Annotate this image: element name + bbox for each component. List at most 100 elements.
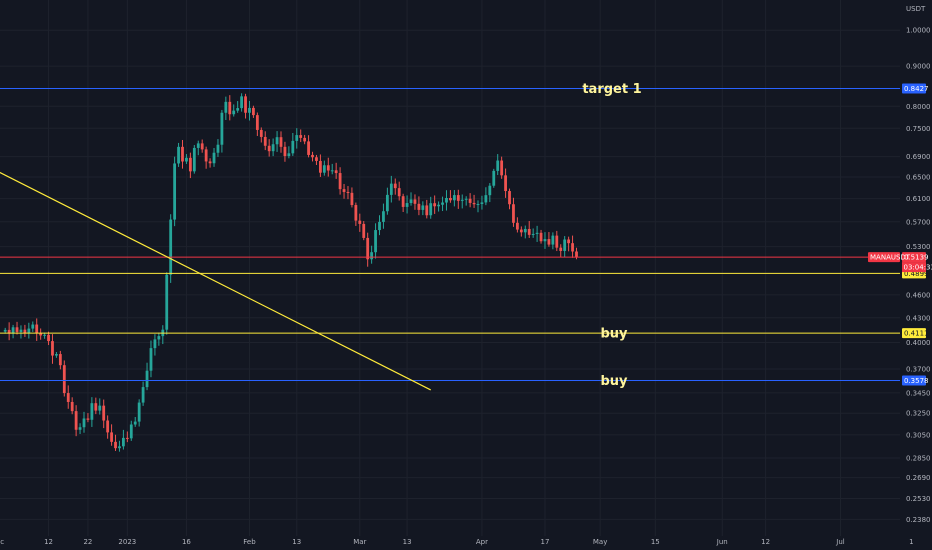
x-tick-label[interactable]: 22	[83, 538, 92, 546]
candle-body	[311, 154, 314, 158]
candle-body	[157, 336, 161, 340]
candle-body	[366, 237, 370, 260]
symbol-tag-label: MANAUSDT	[870, 254, 911, 262]
candle-body	[283, 146, 287, 157]
candle-body	[173, 163, 177, 220]
candle-body	[472, 202, 476, 205]
line-annotation: buy	[600, 327, 628, 342]
candle-body	[252, 107, 255, 116]
candle-body	[236, 108, 240, 111]
x-tick-label[interactable]: 13	[292, 538, 301, 546]
candle-body	[437, 204, 440, 207]
candle-body	[519, 229, 523, 233]
currency-label: USDT	[906, 5, 926, 13]
y-tick-label: 0.3250	[906, 410, 931, 418]
candle-body	[378, 221, 381, 231]
candle-body	[70, 401, 74, 412]
candle-body	[204, 149, 208, 162]
candle-body	[110, 432, 113, 442]
candle-body	[350, 192, 354, 206]
candle-body	[571, 243, 574, 252]
candle-body	[78, 427, 82, 430]
x-tick-label[interactable]: Jun	[716, 538, 728, 546]
countdown-tag	[902, 262, 926, 273]
candle-body	[11, 327, 15, 334]
trendline-group[interactable]	[0, 169, 431, 391]
y-tick-label: 0.6900	[906, 153, 931, 161]
candle-body	[555, 235, 559, 248]
candle-body	[118, 446, 121, 449]
candle-body	[177, 146, 180, 164]
x-tick-label[interactable]: 2023	[118, 538, 136, 546]
candle-body	[244, 96, 247, 113]
candle-body	[405, 203, 409, 207]
horizontal-lines[interactable]: target 1 buy buy	[0, 82, 900, 389]
candle-body	[460, 199, 464, 201]
x-tick-label[interactable]: Feb	[243, 538, 256, 546]
price-tag	[902, 375, 926, 386]
y-tick-label: 0.8000	[906, 103, 931, 111]
candle-body	[433, 203, 437, 207]
candle-body	[47, 334, 50, 342]
price-tag	[902, 252, 926, 263]
candle-body	[512, 204, 515, 223]
candle-body	[508, 191, 511, 205]
y-tick-label: 0.6500	[906, 174, 931, 182]
candle-body	[228, 101, 232, 115]
candle-body	[259, 129, 263, 137]
price-tag-label: 0.4111	[904, 330, 929, 338]
x-tick-label[interactable]: 15	[651, 538, 660, 546]
candle-body	[421, 205, 425, 210]
candle-body	[492, 170, 496, 186]
price-tags: 0.8427 0.5139 0.4899 0.4111 0.3578 MANAUSDT 03…	[868, 83, 932, 386]
candle-body	[449, 197, 452, 201]
candle-body	[35, 324, 39, 334]
candle-body	[82, 418, 86, 428]
time-axis[interactable]: Dec 12 22 2023 16 Feb 13 Mar 13 Apr 17 May 15 Jun 12 Ju…	[0, 538, 914, 546]
candle-body	[374, 230, 377, 253]
candle-body	[575, 251, 578, 258]
candle-body	[480, 202, 484, 205]
price-axis: 1.0000 0.9000 0.8000 0.7500 0.6900 0.6500 0.61…	[906, 27, 931, 524]
x-tick-label[interactable]: 12	[44, 538, 53, 546]
candle-body	[330, 170, 334, 172]
x-tick-label[interactable]: 12	[761, 538, 770, 546]
candle-body	[322, 165, 326, 173]
candle-body	[220, 112, 224, 145]
candle-body	[295, 135, 299, 141]
candle-body	[31, 324, 35, 329]
candle-body	[315, 157, 318, 161]
x-tick-label[interactable]: May	[593, 538, 607, 546]
candle-body	[19, 329, 23, 332]
x-tick-label[interactable]: 16	[182, 538, 191, 546]
candle-body	[137, 402, 141, 422]
y-tick-label: 0.9000	[906, 63, 931, 71]
x-tick-label[interactable]: Apr	[476, 538, 488, 546]
x-tick-label[interactable]: Mar	[353, 538, 366, 546]
x-tick-label[interactable]: Dec	[0, 538, 4, 546]
candle-body	[15, 327, 19, 332]
candle-body	[291, 140, 295, 154]
price-tag-label: 0.4899	[904, 270, 929, 278]
candle-body	[196, 143, 200, 148]
candle-body	[279, 137, 283, 147]
candle-body	[516, 222, 519, 230]
candle-body	[94, 403, 98, 411]
candle-body	[397, 188, 401, 197]
candle-body	[389, 183, 393, 195]
x-tick-label[interactable]: 13	[403, 538, 412, 546]
candle-body	[287, 153, 291, 157]
candle-body	[523, 228, 527, 233]
candle-body	[488, 185, 492, 196]
candle-body	[385, 194, 389, 212]
candle-body	[240, 96, 243, 109]
candle-body	[192, 147, 196, 172]
trendline[interactable]	[0, 169, 431, 391]
x-tick-label[interactable]: 17	[541, 538, 550, 546]
x-tick-label[interactable]: 1	[909, 538, 913, 546]
y-tick-label: 1.0000	[906, 27, 931, 35]
x-tick-label[interactable]: Jul	[835, 538, 845, 546]
candle-body	[334, 170, 338, 174]
candle-body	[496, 160, 500, 171]
